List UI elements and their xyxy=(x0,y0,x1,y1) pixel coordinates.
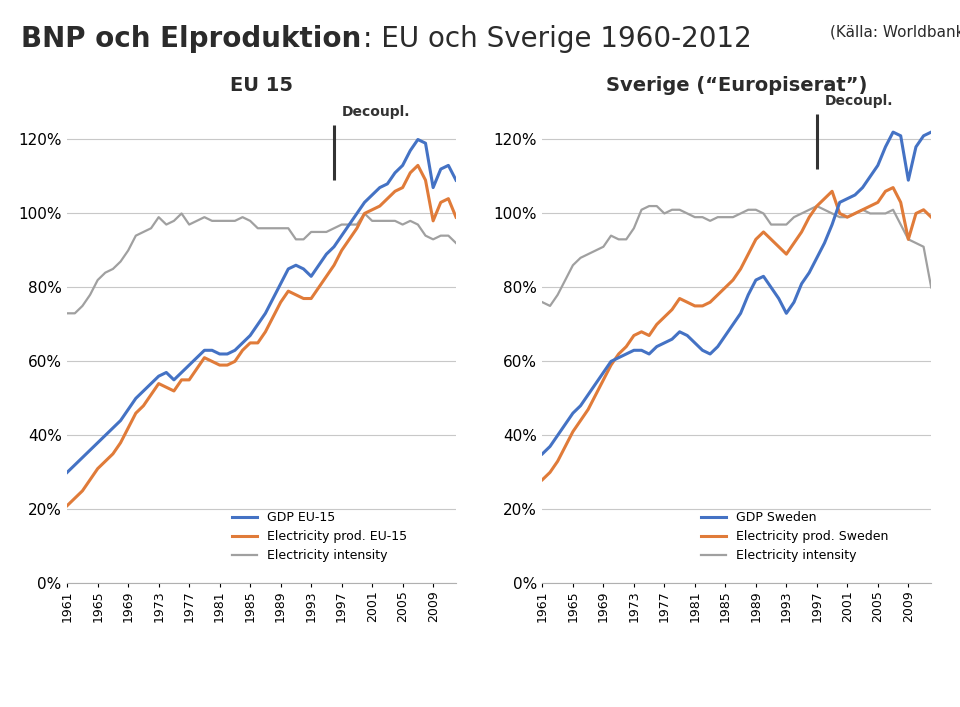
Text: Decoupl.: Decoupl. xyxy=(825,94,893,108)
Text: BNP och Elproduktion: BNP och Elproduktion xyxy=(21,25,361,53)
Title: Sverige (“Europiserat”): Sverige (“Europiserat”) xyxy=(606,76,868,95)
Title: EU 15: EU 15 xyxy=(230,76,293,95)
Text: : EU och Sverige 1960-2012: : EU och Sverige 1960-2012 xyxy=(363,25,752,53)
Legend: GDP Sweden, Electricity prod. Sweden, Electricity intensity: GDP Sweden, Electricity prod. Sweden, El… xyxy=(696,506,894,568)
Text: (Källa: Worldbank): (Källa: Worldbank) xyxy=(830,25,960,40)
Text: Decoupl.: Decoupl. xyxy=(342,105,410,119)
Legend: GDP EU-15, Electricity prod. EU-15, Electricity intensity: GDP EU-15, Electricity prod. EU-15, Elec… xyxy=(228,506,413,568)
